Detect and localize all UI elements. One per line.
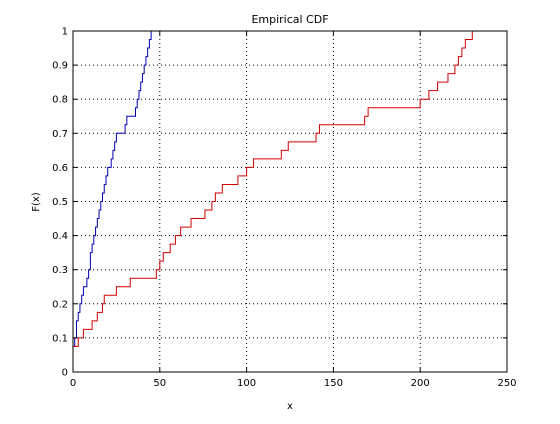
y-tick-label: 0.1 <box>52 333 68 344</box>
y-tick-label: 0.2 <box>52 299 68 310</box>
y-tick-label: 0.6 <box>52 163 68 174</box>
y-tick-label: 0.9 <box>52 61 68 72</box>
y-tick-label: 0.5 <box>52 197 68 208</box>
grid-lines <box>73 31 507 372</box>
axis-ticks <box>72 30 508 373</box>
y-tick-label: 0.4 <box>52 231 68 242</box>
y-tick-labels: 0 0.1 0.2 0.3 0.4 0.5 0.6 0.7 0.8 0.9 1 <box>52 27 68 379</box>
y-axis-label: F(x) <box>31 192 42 212</box>
y-tick-label: 1 <box>62 27 68 38</box>
series-1-step-line <box>73 30 155 347</box>
x-tick-labels: 0 50 100 150 200 250 <box>70 378 517 389</box>
series-2-step-line <box>73 30 483 347</box>
series-layer <box>73 30 483 347</box>
x-tick-label: 250 <box>497 378 516 389</box>
y-tick-label: 0 <box>62 368 68 379</box>
y-tick-label: 0.7 <box>52 129 68 140</box>
y-tick-label: 0.3 <box>52 265 68 276</box>
x-tick-label: 150 <box>324 378 343 389</box>
x-tick-label: 100 <box>237 378 256 389</box>
chart-title: Empirical CDF <box>251 13 328 26</box>
x-tick-label: 200 <box>411 378 430 389</box>
x-axis-label: x <box>287 401 293 412</box>
x-tick-label: 0 <box>70 378 76 389</box>
y-tick-label: 0.8 <box>52 95 68 106</box>
x-tick-label: 50 <box>153 378 166 389</box>
